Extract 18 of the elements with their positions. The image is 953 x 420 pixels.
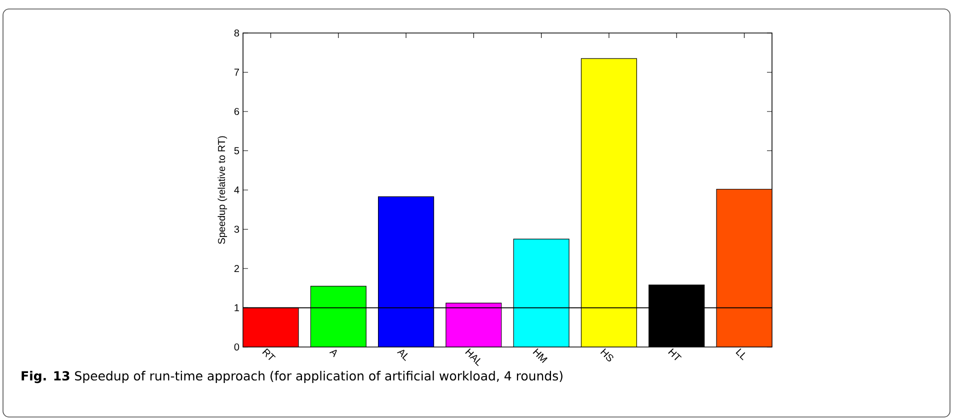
y-tick-label: 3 xyxy=(234,226,240,233)
y-tick-label: 2 xyxy=(234,265,239,272)
y-tick-label: 6 xyxy=(234,108,240,116)
text: Fig. 13 Speedup of run-time approach (for application of artificial workload, 4 rounds) xyxy=(22,370,562,384)
y-tick-label: 0 xyxy=(234,343,240,351)
y-axis-title: Speedup (relative to RT) xyxy=(218,136,228,244)
x-tick-label: HS xyxy=(600,348,614,362)
x-tick-label: A xyxy=(329,350,337,358)
y-tick-label: 5 xyxy=(234,147,240,154)
x-tick-label: HM xyxy=(532,348,548,364)
x-tick-label: LL xyxy=(736,348,746,360)
x-tick-label: RT xyxy=(262,348,276,360)
y-tick-label: 7 xyxy=(234,68,239,76)
y-tick-label: 8 xyxy=(234,29,240,37)
x-tick-label: HT xyxy=(668,348,682,360)
y-tick-label: 4 xyxy=(234,186,240,194)
x-tick-label: AL xyxy=(396,350,408,362)
y-tick-label: 1 xyxy=(234,304,239,312)
